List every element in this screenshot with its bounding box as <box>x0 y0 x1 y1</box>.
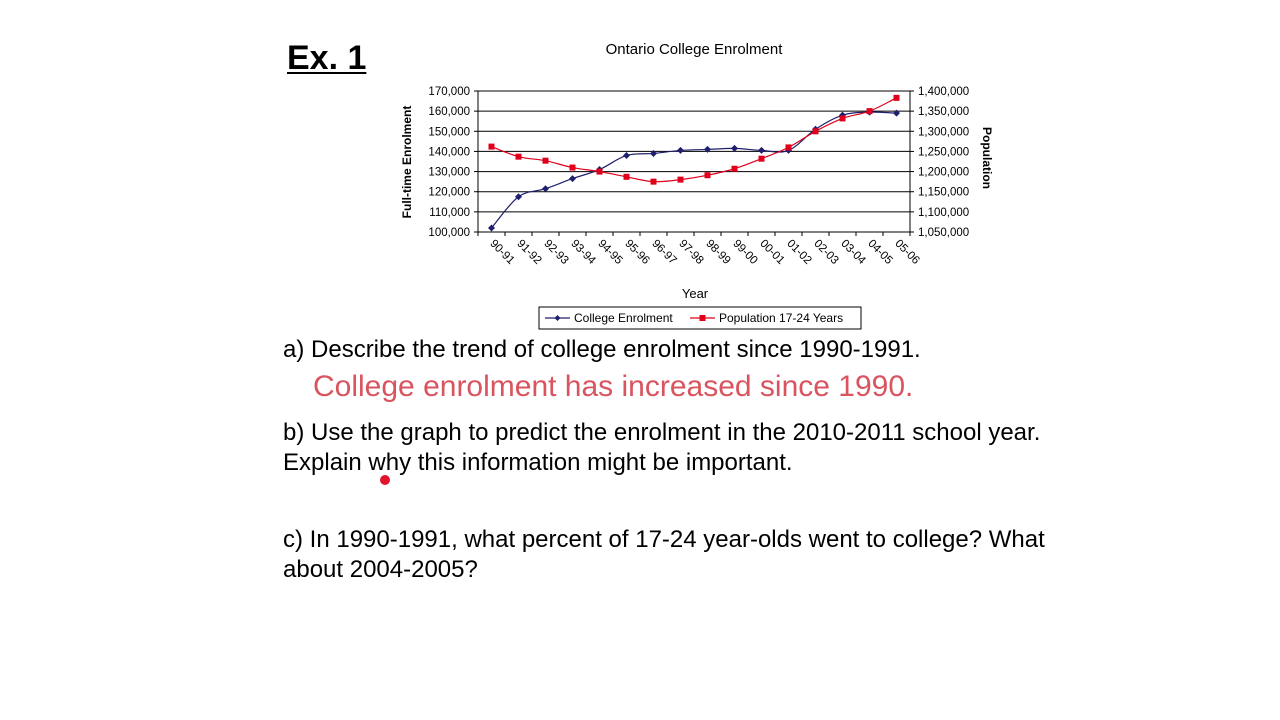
y2-tick-label: 1,150,000 <box>918 187 969 199</box>
x-tick-label: 91-92 <box>514 238 543 267</box>
data-point-population <box>569 164 576 171</box>
data-point-population <box>704 172 711 179</box>
y-tick-label: 120,000 <box>428 187 470 199</box>
chart-title: Ontario College Enrolment <box>606 41 784 58</box>
data-point-population <box>488 143 495 150</box>
legend-square-marker <box>699 315 706 321</box>
legend-label-enrolment: College Enrolment <box>574 311 673 325</box>
data-point-population <box>677 176 684 183</box>
data-point-college-enrolment <box>731 144 738 152</box>
data-point-population <box>542 157 549 164</box>
exercise-label: Ex. 1 <box>287 39 367 77</box>
x-tick-label: 03-04 <box>838 238 868 268</box>
legend-label-population: Population 17-24 Years <box>719 311 843 325</box>
data-point-population <box>731 165 738 172</box>
data-point-population <box>839 115 846 122</box>
y-tick-label: 100,000 <box>428 227 470 239</box>
legend-diamond-marker <box>554 315 561 321</box>
data-point-college-enrolment <box>515 193 522 201</box>
data-point-college-enrolment <box>704 145 711 153</box>
x-tick-label: 00-01 <box>757 238 786 267</box>
x-tick-label: 04-05 <box>865 238 894 267</box>
y-axis-label: Full-time Enrolment <box>400 106 414 219</box>
y-tick-label: 140,000 <box>428 146 470 158</box>
x-tick-label: 93-94 <box>568 238 598 268</box>
y2-tick-label: 1,050,000 <box>918 227 969 239</box>
data-point-college-enrolment <box>677 146 684 154</box>
data-point-population <box>650 178 657 185</box>
y2-tick-label: 1,100,000 <box>918 207 969 219</box>
data-point-college-enrolment <box>623 151 630 159</box>
y2-tick-label: 1,300,000 <box>918 126 969 138</box>
x-tick-label: 95-96 <box>622 238 651 267</box>
legend: College Enrolment Population 17-24 Years <box>538 306 862 330</box>
data-point-college-enrolment <box>650 149 657 157</box>
x-tick-label: 92-93 <box>541 238 570 267</box>
data-point-population <box>515 153 522 160</box>
data-point-population <box>785 144 792 151</box>
x-tick-label: 96-97 <box>649 238 678 267</box>
x-tick-label: 99-00 <box>730 238 759 267</box>
line-chart: Ontario College Enrolment 100,000 110,000… <box>400 41 994 330</box>
data-point-population <box>812 128 819 135</box>
question-a: a) Describe the trend of college enrolme… <box>283 336 921 363</box>
data-point-college-enrolment <box>542 185 549 193</box>
y-tick-label: 160,000 <box>428 106 470 118</box>
y-tick-label: 170,000 <box>428 86 470 98</box>
y-tick-label: 110,000 <box>429 207 470 219</box>
data-point-college-enrolment <box>758 146 765 154</box>
x-tick-label: 02-03 <box>811 238 840 267</box>
y-tick-label: 150,000 <box>428 126 470 138</box>
question-b: b) Use the graph to predict the enrolmen… <box>283 419 1041 476</box>
y2-axis-label: Population <box>980 127 994 189</box>
x-axis-label: Year <box>682 286 709 301</box>
data-point-population <box>866 108 873 115</box>
y2-tick-label: 1,200,000 <box>918 167 969 179</box>
y-tick-label: 130,000 <box>428 167 470 179</box>
data-point-population <box>596 168 603 175</box>
data-point-college-enrolment <box>893 109 900 117</box>
data-point-college-enrolment <box>488 224 495 232</box>
x-tick-label: 94-95 <box>595 238 624 267</box>
data-point-population <box>758 155 765 162</box>
pointer-dot <box>380 475 390 485</box>
x-tick-label: 90-91 <box>487 238 516 267</box>
series-line-population <box>491 97 897 183</box>
x-tick-label: 98-99 <box>703 238 732 267</box>
data-point-college-enrolment <box>569 175 576 183</box>
x-tick-label: 97-98 <box>676 238 705 267</box>
y2-tick-label: 1,400,000 <box>918 86 969 98</box>
x-tick-label: 01-02 <box>784 238 813 267</box>
data-point-population <box>623 173 630 180</box>
y2-tick-label: 1,350,000 <box>918 106 969 118</box>
answer-a: College enrolment has increased since 19… <box>313 370 914 403</box>
y2-tick-label: 1,250,000 <box>918 146 969 158</box>
x-tick-label: 05-06 <box>892 238 921 267</box>
series-line-college-enrolment <box>491 111 897 229</box>
question-c: c) In 1990-1991, what percent of 17-24 y… <box>283 526 1045 583</box>
data-point-population <box>893 94 900 101</box>
